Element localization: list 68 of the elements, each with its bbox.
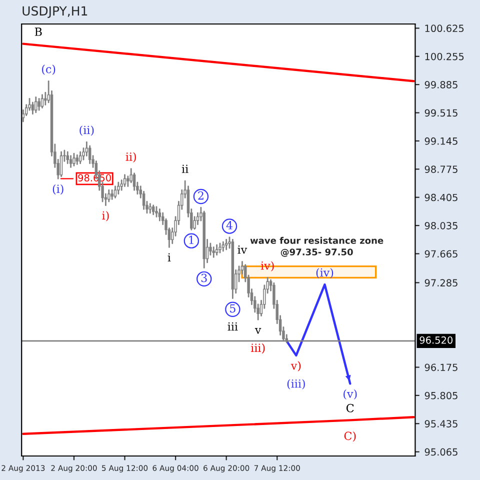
candlestick <box>212 246 216 258</box>
y-tick-label: 99.145 <box>424 137 458 145</box>
annotation: (c) <box>42 64 56 75</box>
y-tick-label: 100.255 <box>425 52 464 60</box>
annotation: (i) <box>52 184 64 195</box>
annotation: (v) <box>344 389 357 400</box>
y-tick-label: 97.665 <box>424 250 458 258</box>
candlestick <box>152 204 155 216</box>
annotation: (ii) <box>80 126 94 136</box>
y-tick-label: 98.775 <box>424 166 458 173</box>
band-label: wave four resistance zone @97.35- 97.50 <box>250 236 384 257</box>
annotation: iii <box>228 322 238 331</box>
annotation: 2 <box>198 191 204 200</box>
candlestick <box>215 244 218 256</box>
candlestick <box>40 94 44 109</box>
y-tick-label: 99.515 <box>424 109 458 117</box>
y-tick-label: 95.435 <box>424 420 458 428</box>
y-tick-label: 95.065 <box>424 448 458 456</box>
y-tick-label: 98.405 <box>424 194 458 202</box>
candlestick <box>110 189 114 200</box>
candlestick <box>38 98 40 111</box>
candlestick <box>222 241 225 252</box>
candlestick <box>158 208 162 222</box>
chart-title: USDJPY,H1 <box>22 6 88 18</box>
annotation: C) <box>344 431 356 442</box>
candlestick <box>66 151 69 164</box>
candlestick <box>72 152 76 166</box>
annotation: C <box>346 404 354 412</box>
annotation: (iv) <box>316 268 334 278</box>
candlestick <box>108 189 110 202</box>
candlestick <box>88 145 92 164</box>
candlestick <box>44 92 47 106</box>
candlestick <box>218 242 222 254</box>
candlestick <box>209 242 212 256</box>
candlestick <box>123 174 126 187</box>
annotation: v) <box>290 361 301 372</box>
annotation: ii <box>182 164 188 173</box>
y-tick-label: 100.625 <box>425 24 464 32</box>
annotation: B <box>34 28 42 36</box>
candlestick <box>114 186 117 198</box>
annotation: i) <box>102 211 109 222</box>
annotation: 5 <box>230 304 236 313</box>
annotation: 4 <box>226 221 232 230</box>
annotation: v <box>254 328 262 334</box>
candlestick <box>148 203 152 214</box>
annotation: (iii) <box>287 379 305 390</box>
annotation: i <box>168 253 171 262</box>
y-tick-label: 99.885 <box>424 81 458 88</box>
candlestick <box>155 206 158 218</box>
y-tick-label: 97.285 <box>424 279 458 286</box>
candlestick <box>69 155 72 168</box>
candlestick <box>126 176 130 187</box>
candlestick <box>34 96 38 114</box>
candlestick <box>193 216 196 230</box>
annotation: iii) <box>250 343 265 354</box>
annotation: 1 <box>189 236 194 244</box>
y-tick-label: 98.035 <box>424 222 458 230</box>
y-tick-label: 95.805 <box>424 392 458 400</box>
annotation: 3 <box>201 274 207 282</box>
candlestick <box>224 238 228 250</box>
candlestick <box>60 151 63 178</box>
candlestick <box>78 151 82 164</box>
annotation: iv <box>238 245 248 254</box>
candlestick <box>76 154 79 165</box>
ref-line-label: 96.520 <box>420 336 453 344</box>
y-tick-label: 96.175 <box>424 364 458 372</box>
candlestick <box>117 182 120 195</box>
annotation: ii) <box>126 152 136 162</box>
